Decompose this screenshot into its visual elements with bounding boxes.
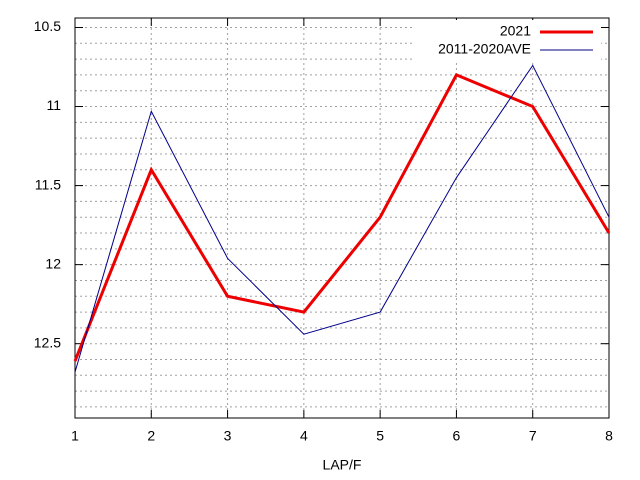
legend-box [415, 20, 601, 62]
legend-label: 2011-2020AVE [438, 41, 531, 57]
y-tick-label: 10.5 [34, 18, 61, 34]
series-line [74, 64, 610, 373]
x-axis-label: LAP/F [323, 457, 362, 473]
x-tick-label: 8 [605, 428, 613, 444]
x-tick-label: 5 [376, 428, 384, 444]
y-tick-label: 11 [46, 97, 61, 113]
x-tick-label: 1 [71, 428, 79, 444]
series-line [73, 73, 611, 362]
y-tick-label: 12 [45, 255, 61, 271]
y-tick-label: 11.5 [35, 176, 61, 192]
x-tick-label: 3 [224, 428, 232, 444]
x-tick-label: 2 [147, 428, 155, 444]
legend-label: 2021 [500, 23, 531, 39]
x-tick-label: 7 [529, 428, 537, 444]
x-tick-label: 6 [453, 428, 461, 444]
y-tick-label: 12.5 [34, 334, 61, 350]
plot-frame [74, 17, 610, 419]
x-tick-label: 4 [300, 428, 308, 444]
